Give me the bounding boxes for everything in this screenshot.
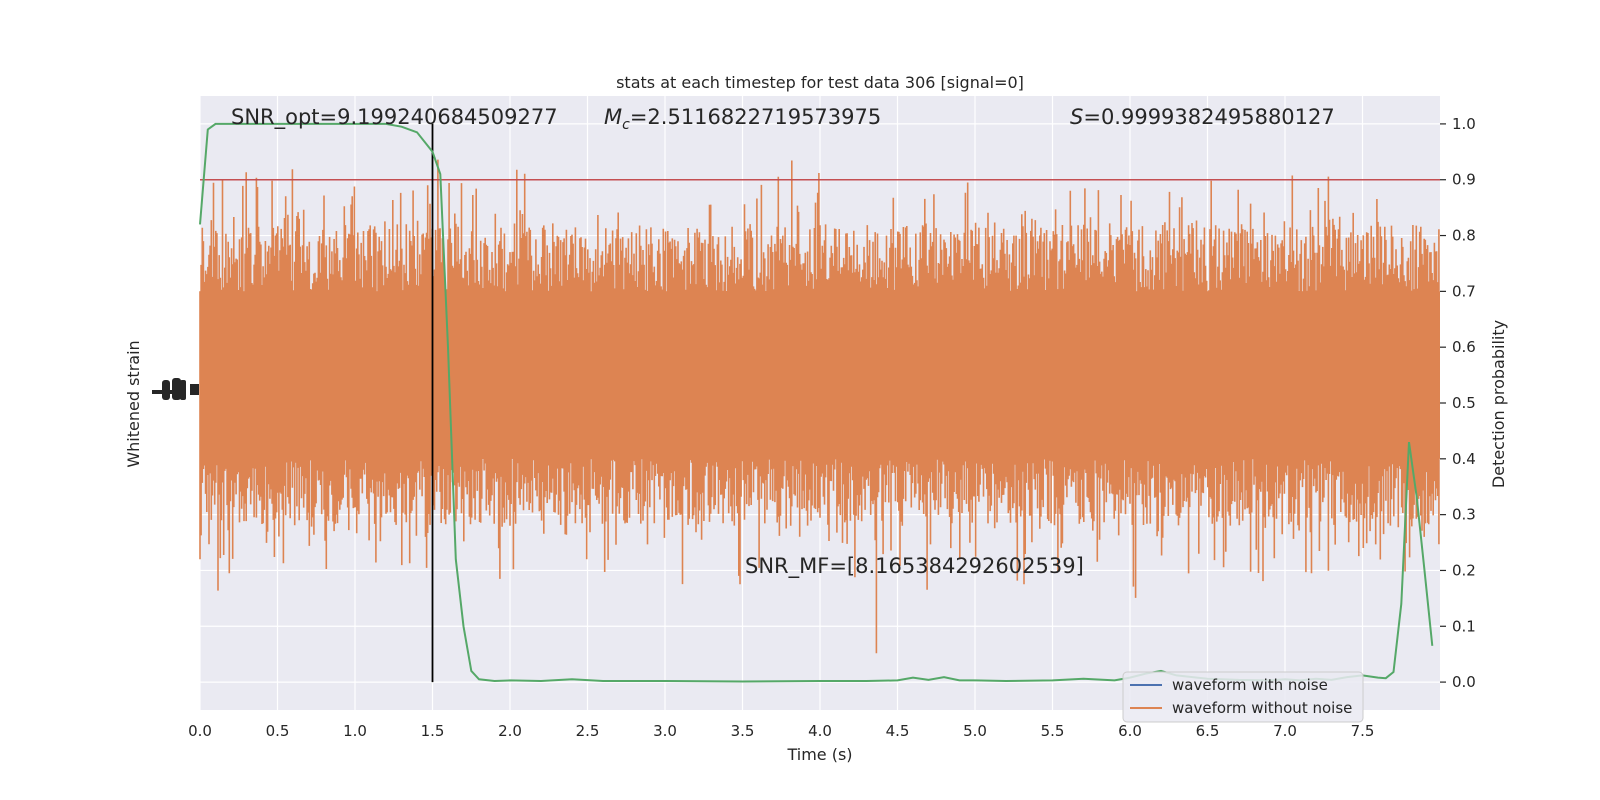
right-tick-label: 0.0 [1452,673,1476,691]
x-tick-label: 3.0 [653,722,677,740]
x-tick-label: 4.5 [886,722,910,740]
x-tick-label: 1.5 [421,722,445,740]
right-tick-label: 0.5 [1452,394,1476,412]
right-tick-label: 0.6 [1452,338,1476,356]
x-tick-label: 5.5 [1041,722,1065,740]
reference-lines [200,123,1440,683]
snr-mf-annotation: SNR_MF=[8.165384292602539] [745,554,1084,579]
right-tick-label: 0.3 [1452,506,1476,524]
left-axis-ticks-cluster [152,378,199,400]
x-tick-label: 2.5 [576,722,600,740]
x-tick-label: 7.5 [1351,722,1375,740]
legend-label-without-noise: waveform without noise [1172,699,1352,717]
x-axis-label: Time (s) [786,745,852,764]
x-tick-label: 1.0 [343,722,367,740]
right-tick-label: 0.4 [1452,450,1476,468]
x-tick-label: 5.0 [963,722,987,740]
right-tick-label: 0.2 [1452,561,1476,579]
legend: waveform with noise waveform without noi… [1122,671,1364,723]
x-tick-label: 6.0 [1118,722,1142,740]
chirp-mass-subscript: c [622,117,630,133]
right-tick-label: 0.7 [1452,282,1476,300]
right-axis-ticks: 0.0 0.1 0.2 0.3 0.4 0.5 0.6 0.7 0.8 0.9 1.0 [1440,115,1476,691]
x-tick-label: 2.0 [498,722,522,740]
right-tick-label: 0.8 [1452,227,1476,245]
legend-label-with-noise: waveform with noise [1172,676,1328,694]
legend-box [1122,671,1364,723]
right-axis-label: Detection probability [1489,320,1508,488]
right-tick-label: 0.1 [1452,617,1476,635]
x-tick-label: 3.5 [731,722,755,740]
chirp-mass-symbol: M [604,105,622,129]
chirp-mass-annotation: Mc=2.5116822719573975 [604,105,881,133]
s-score-value: =0.9999382495880127 [1083,105,1334,129]
x-tick-label: 0.5 [266,722,290,740]
x-axis-ticks: 0.0 0.5 1.0 1.5 2.0 2.5 3.0 3.5 4.0 4.5 5.0 5.5 6.0 6… [188,722,1374,740]
chart-title: stats at each timestep for test data 306… [616,73,1024,92]
x-tick-label: 0.0 [188,722,212,740]
right-tick-label: 0.9 [1452,171,1476,189]
right-tick-label: 1.0 [1452,115,1476,133]
noise-waveform-trace [199,159,1440,654]
x-tick-label: 4.0 [808,722,832,740]
x-tick-label: 7.0 [1273,722,1297,740]
s-score-annotation: S=0.9999382495880127 [1070,105,1335,129]
x-tick-label: 6.5 [1196,722,1220,740]
chirp-mass-value: =2.5116822719573975 [630,105,881,129]
noise-waveform-series [199,159,1440,654]
s-score-symbol: S [1070,105,1083,129]
snr-opt-annotation: SNR_opt=9.199240684509277 [231,105,558,130]
left-axis-label: Whitened strain [124,340,143,467]
